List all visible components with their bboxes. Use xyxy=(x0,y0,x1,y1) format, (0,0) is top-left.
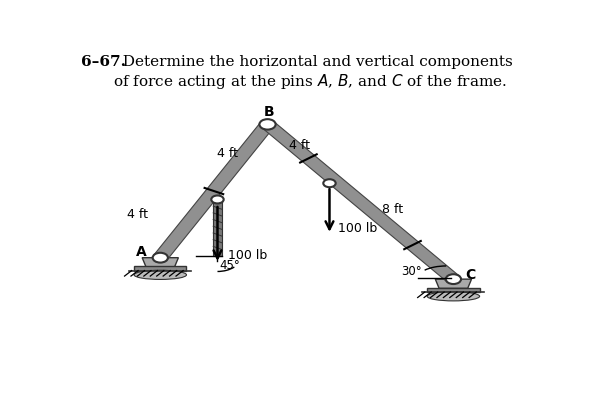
Text: 30°: 30° xyxy=(401,265,422,278)
Ellipse shape xyxy=(427,292,480,301)
Circle shape xyxy=(212,195,224,203)
Ellipse shape xyxy=(134,270,186,279)
Bar xyxy=(427,288,480,292)
Polygon shape xyxy=(154,122,274,260)
Text: 4 ft: 4 ft xyxy=(127,208,148,221)
Text: 45°: 45° xyxy=(220,259,240,272)
Circle shape xyxy=(260,119,276,130)
Circle shape xyxy=(153,253,168,263)
Text: B: B xyxy=(264,105,274,119)
Circle shape xyxy=(323,179,336,187)
Text: 100 lb: 100 lb xyxy=(338,222,378,235)
Text: 8 ft: 8 ft xyxy=(382,203,403,216)
Circle shape xyxy=(446,274,461,284)
Text: 4 ft: 4 ft xyxy=(289,139,310,152)
Polygon shape xyxy=(261,121,459,282)
Text: 100 lb: 100 lb xyxy=(228,249,267,262)
Polygon shape xyxy=(435,279,472,288)
Text: C: C xyxy=(465,268,475,282)
Bar xyxy=(134,266,186,271)
Polygon shape xyxy=(142,258,178,267)
Text: 6–67.: 6–67. xyxy=(81,55,125,69)
Text: A: A xyxy=(135,245,146,259)
Text: Determine the horizontal and vertical components
of force acting at the pins $A$: Determine the horizontal and vertical co… xyxy=(113,55,512,91)
Polygon shape xyxy=(213,199,222,256)
Text: 4 ft: 4 ft xyxy=(218,146,239,160)
